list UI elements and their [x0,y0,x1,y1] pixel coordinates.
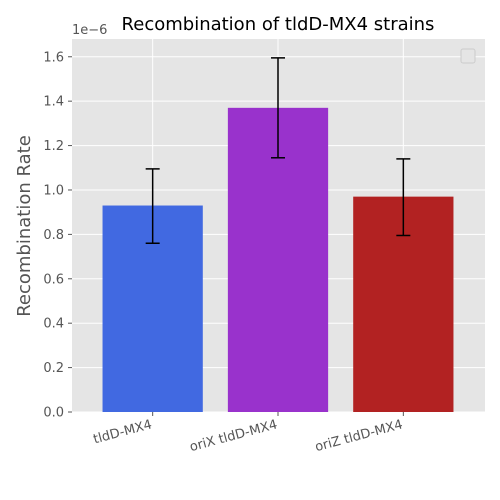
bars [102,107,454,412]
y-tick-label: 1.2 [43,139,64,154]
x-ticks: tldD-MX4 oriX tldD-MX4 oriZ tldD-MX4 [92,412,405,455]
x-tick-label: oriZ tldD-MX4 [314,417,405,455]
y-axis-offset: 1e−6 [72,23,107,38]
y-tick-label: 0.4 [43,317,64,332]
y-tick-label: 0.6 [43,272,64,287]
x-tick-label: tldD-MX4 [92,417,154,447]
y-tick-label: 0.0 [43,406,64,421]
y-ticks: 0.0 0.2 0.4 0.6 0.8 1.0 1.2 1.4 1.6 [43,50,72,421]
y-tick-label: 0.8 [43,228,64,243]
error-bars [145,57,411,245]
legend-box [460,48,476,64]
x-tick-label: oriX tldD-MX4 [188,417,279,455]
y-axis-label: Recombination Rate [14,135,35,317]
y-tick-label: 1.0 [43,183,64,198]
chart-title: Recombination of tldD-MX4 strains [122,14,435,35]
y-tick-label: 1.6 [43,50,64,65]
y-tick-label: 1.4 [43,95,64,110]
y-tick-label: 0.2 [43,361,64,376]
